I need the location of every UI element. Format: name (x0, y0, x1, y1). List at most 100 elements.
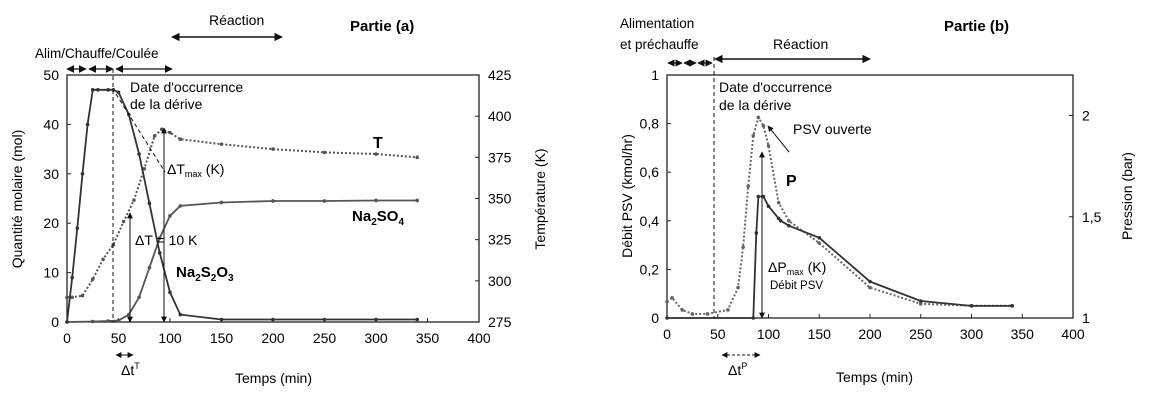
y-tick-label-right: 400 (488, 108, 512, 124)
data-point-d-bit-psv (817, 236, 822, 240)
data-point-na2s2o3 (374, 317, 378, 322)
data-point-na2s2o3 (111, 88, 116, 92)
data-point-p (756, 115, 761, 120)
data-point-d-bit-psv (665, 316, 669, 320)
data-point-na2s2o3 (137, 152, 141, 156)
y-tick-label-left: 50 (43, 67, 59, 83)
data-point-t (374, 152, 378, 156)
x-tick-label: 400 (1061, 326, 1085, 342)
x-tick-label: 300 (960, 326, 984, 342)
x-tick-label: 150 (808, 326, 832, 342)
psv-open-label: PSV ouverte (793, 121, 872, 137)
data-point-d-bit-psv (751, 316, 756, 320)
data-point-t (80, 293, 85, 298)
y-tick-label-left: 0,6 (640, 164, 660, 180)
data-point-t (132, 198, 136, 202)
y-tick-label-left: 0 (51, 314, 59, 330)
y-axis-label-right-a: Température (K) (532, 148, 548, 249)
data-point-na2s2o3 (70, 275, 74, 280)
data-point-na2so4 (219, 200, 224, 205)
series-label-T: T (373, 135, 383, 152)
data-point-d-bit-psv (754, 231, 759, 235)
data-point-na2s2o3 (147, 201, 152, 206)
data-point-t (415, 155, 420, 160)
data-point-p (665, 300, 669, 304)
data-point-na2so4 (157, 236, 162, 240)
x-tick-label: 400 (467, 330, 491, 346)
data-point-na2so4 (271, 199, 275, 203)
series-line-t (67, 128, 418, 299)
data-point-t (159, 127, 164, 132)
x-tick-label: 100 (757, 326, 781, 342)
data-point-t (152, 134, 157, 138)
data-point-d-bit-psv (969, 304, 974, 308)
y-tick-label-right: 1 (1082, 310, 1090, 326)
data-point-p (746, 184, 750, 189)
y-tick-label-left: 40 (43, 116, 59, 132)
dt10-label: ΔT = 10 K (135, 232, 198, 248)
data-point-na2so4 (147, 265, 152, 270)
series-label-na2so4: Na2SO4 (352, 208, 404, 228)
data-point-na2s2o3 (96, 88, 100, 92)
data-point-na2s2o3 (219, 317, 224, 322)
y-tick-label-left: 0,2 (640, 261, 660, 277)
data-point-p (670, 295, 674, 300)
data-point-t (142, 167, 147, 171)
data-point-na2s2o3 (80, 172, 85, 176)
data-point-t (271, 147, 275, 151)
y-tick-label-right: 375 (488, 149, 512, 165)
y-tick-label-left: 10 (43, 265, 59, 281)
data-point-na2s2o3 (322, 317, 327, 322)
data-point-d-bit-psv (787, 223, 791, 228)
data-point-na2s2o3 (90, 88, 95, 92)
y-tick-label-right: 275 (488, 314, 512, 330)
panel-a-title: Partie (a) (350, 18, 414, 35)
data-point-na2so4 (106, 319, 110, 323)
series-label-na2s2o3: Na2S2O3 (176, 264, 234, 284)
y-tick-label-left: 30 (43, 166, 59, 182)
debit-psv-label: Débit PSV (770, 280, 823, 292)
y-tick-label-left: 1 (651, 67, 659, 83)
panel-b-title: Partie (b) (944, 18, 1009, 35)
x-tick-label: 50 (111, 330, 127, 346)
y-tick-label-left: 20 (43, 215, 59, 231)
data-point-p (868, 285, 872, 290)
data-point-d-bit-psv (918, 299, 923, 303)
reaction-label-a: Réaction (209, 12, 264, 28)
data-point-na2so4 (116, 318, 121, 323)
data-point-p (726, 308, 730, 312)
onset-pointer-a (115, 93, 166, 173)
data-point-p (705, 312, 710, 316)
data-point-p (817, 241, 822, 245)
data-point-t (178, 137, 183, 142)
data-point-na2so4 (90, 319, 95, 324)
data-point-na2s2o3 (271, 317, 275, 322)
x-tick-label: 350 (416, 330, 440, 346)
data-point-p (680, 308, 685, 312)
data-point-na2s2o3 (168, 290, 172, 295)
y-tick-label-left: 0 (651, 310, 659, 326)
data-point-na2so4 (178, 204, 183, 208)
series-label-P: P (786, 173, 797, 190)
y-tick-label-right: 425 (488, 67, 512, 83)
y-tick-label-right: 2 (1082, 108, 1090, 124)
x-tick-label: 0 (63, 330, 71, 346)
y-axis-label-left-b: Débit PSV (kmol/hr) (619, 134, 635, 258)
dtmax-label: ΔTmax (K) (167, 161, 224, 179)
data-point-d-bit-psv (766, 204, 771, 209)
dtt-label: ΔtT (121, 361, 140, 378)
x-axis-label-a: Temps (min) (235, 370, 312, 386)
data-point-p (918, 302, 923, 306)
x-tick-label: 100 (158, 330, 182, 346)
data-point-d-bit-psv (776, 216, 781, 221)
x-tick-label: 50 (710, 326, 726, 342)
data-point-t (168, 130, 172, 135)
panel-b: 0 50 100 150 200 250 300 350 400 00,20,40,60,81 … (619, 16, 1135, 385)
y-axis-label-left-a: Quantité molaire (mol) (9, 130, 25, 269)
series-line-d-bit-psv (667, 195, 1013, 319)
data-point-na2s2o3 (116, 90, 121, 95)
onset-label-b-line1: Date d'occurrence (719, 79, 832, 95)
data-point-na2so4 (168, 213, 172, 218)
x-tick-label: 300 (364, 330, 388, 346)
